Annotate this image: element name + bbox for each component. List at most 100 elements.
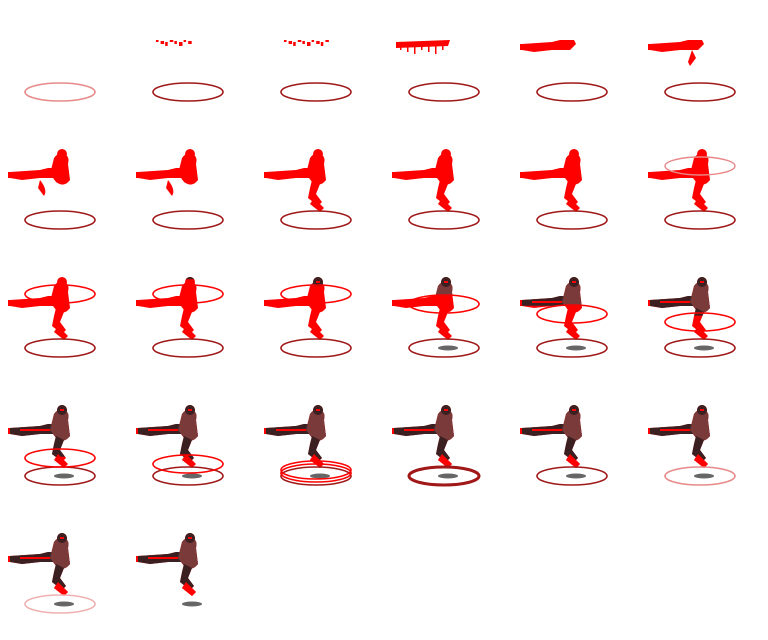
sprite-frame (0, 256, 128, 384)
leg-shape (308, 308, 322, 334)
visor (700, 409, 704, 411)
ground-shadow (182, 473, 202, 479)
frame-canvas (396, 40, 480, 102)
leg-shape (692, 180, 706, 206)
rifle-shape (650, 168, 704, 180)
torso-body (434, 409, 454, 441)
drip-band (396, 40, 450, 48)
boot (438, 454, 452, 467)
figure-detail (650, 405, 710, 468)
warp-ring (280, 463, 352, 483)
figure (520, 149, 582, 212)
sprite-frame (0, 128, 128, 256)
rifle-muzzle (520, 172, 526, 178)
warp-ring (280, 82, 352, 102)
leg-shape (308, 180, 322, 206)
warp-ring (408, 338, 480, 358)
warp-ring (152, 466, 224, 486)
sprite-frame (128, 512, 256, 640)
frame-canvas (152, 40, 224, 102)
visor (572, 281, 576, 283)
figure (156, 40, 192, 46)
frame-canvas (136, 405, 224, 486)
warp-ring (408, 294, 480, 314)
foot-shape (310, 326, 324, 340)
particle (293, 42, 296, 46)
sprite-frame (512, 384, 640, 512)
boot (182, 582, 196, 596)
rifle-shape (522, 168, 576, 180)
figure (520, 40, 576, 52)
rifle-shape (394, 168, 448, 180)
torso-body (562, 281, 582, 306)
particle (307, 42, 311, 46)
sprite-frame (640, 0, 768, 128)
frame-canvas (648, 149, 736, 230)
rifle-muzzle (8, 172, 14, 178)
boot (54, 582, 68, 596)
particle (179, 42, 183, 46)
warp-ring (152, 338, 224, 358)
warp-ring (664, 338, 736, 358)
particle (169, 40, 174, 42)
leg-body (52, 564, 66, 590)
frame-canvas (520, 405, 608, 486)
helmet (185, 277, 195, 280)
frame-canvas (264, 277, 352, 358)
particle (302, 41, 305, 44)
frame-canvas (648, 40, 736, 102)
head-shape (313, 149, 323, 159)
drip (435, 46, 437, 54)
particle (297, 40, 302, 42)
sprite-frame (512, 0, 640, 128)
foot-shape (54, 326, 68, 340)
rifle-shape (266, 296, 320, 308)
torso-body (50, 409, 70, 441)
leg-shape (564, 180, 578, 206)
particle (284, 40, 287, 42)
particle (160, 41, 165, 44)
sprite-frame (128, 0, 256, 128)
warp-ring (280, 210, 352, 230)
particle (165, 42, 168, 46)
frame-canvas (520, 277, 608, 358)
frame-canvas (136, 533, 202, 607)
foot-shape (182, 326, 196, 340)
ground-shadow (566, 473, 586, 479)
rifle-muzzle (264, 172, 270, 178)
rifle-shape (10, 296, 64, 308)
ground-shadow (438, 345, 458, 351)
figure (136, 277, 198, 340)
head-shape (441, 149, 451, 159)
forming-leg (166, 180, 174, 196)
drip (442, 46, 444, 50)
torso-body (306, 409, 326, 441)
forming-leg (688, 50, 696, 66)
leg-body (180, 564, 194, 590)
figure (648, 149, 710, 212)
warp-ring (407, 465, 481, 487)
figure (648, 40, 704, 66)
ground-shadow (182, 601, 202, 607)
foot-shape (694, 326, 708, 340)
frame-canvas (392, 405, 481, 487)
frame-canvas (8, 533, 96, 614)
rifle-muzzle (136, 172, 142, 178)
figure-detail (435, 277, 453, 296)
figure (136, 149, 198, 196)
ground-shadow (438, 473, 458, 479)
torso-body (690, 409, 710, 441)
frame-canvas (8, 277, 96, 358)
warp-ring (24, 448, 96, 468)
sprite-frame (256, 0, 384, 128)
rifle-muzzle (392, 172, 398, 178)
leg-body (436, 436, 450, 462)
foot-shape (310, 198, 324, 212)
drip (400, 46, 402, 50)
visor (444, 409, 448, 411)
frame-canvas (648, 405, 736, 486)
sprite-frame (256, 128, 384, 256)
torso-body (178, 409, 198, 441)
sprite-frame (0, 512, 128, 640)
leg-shape (180, 308, 194, 334)
